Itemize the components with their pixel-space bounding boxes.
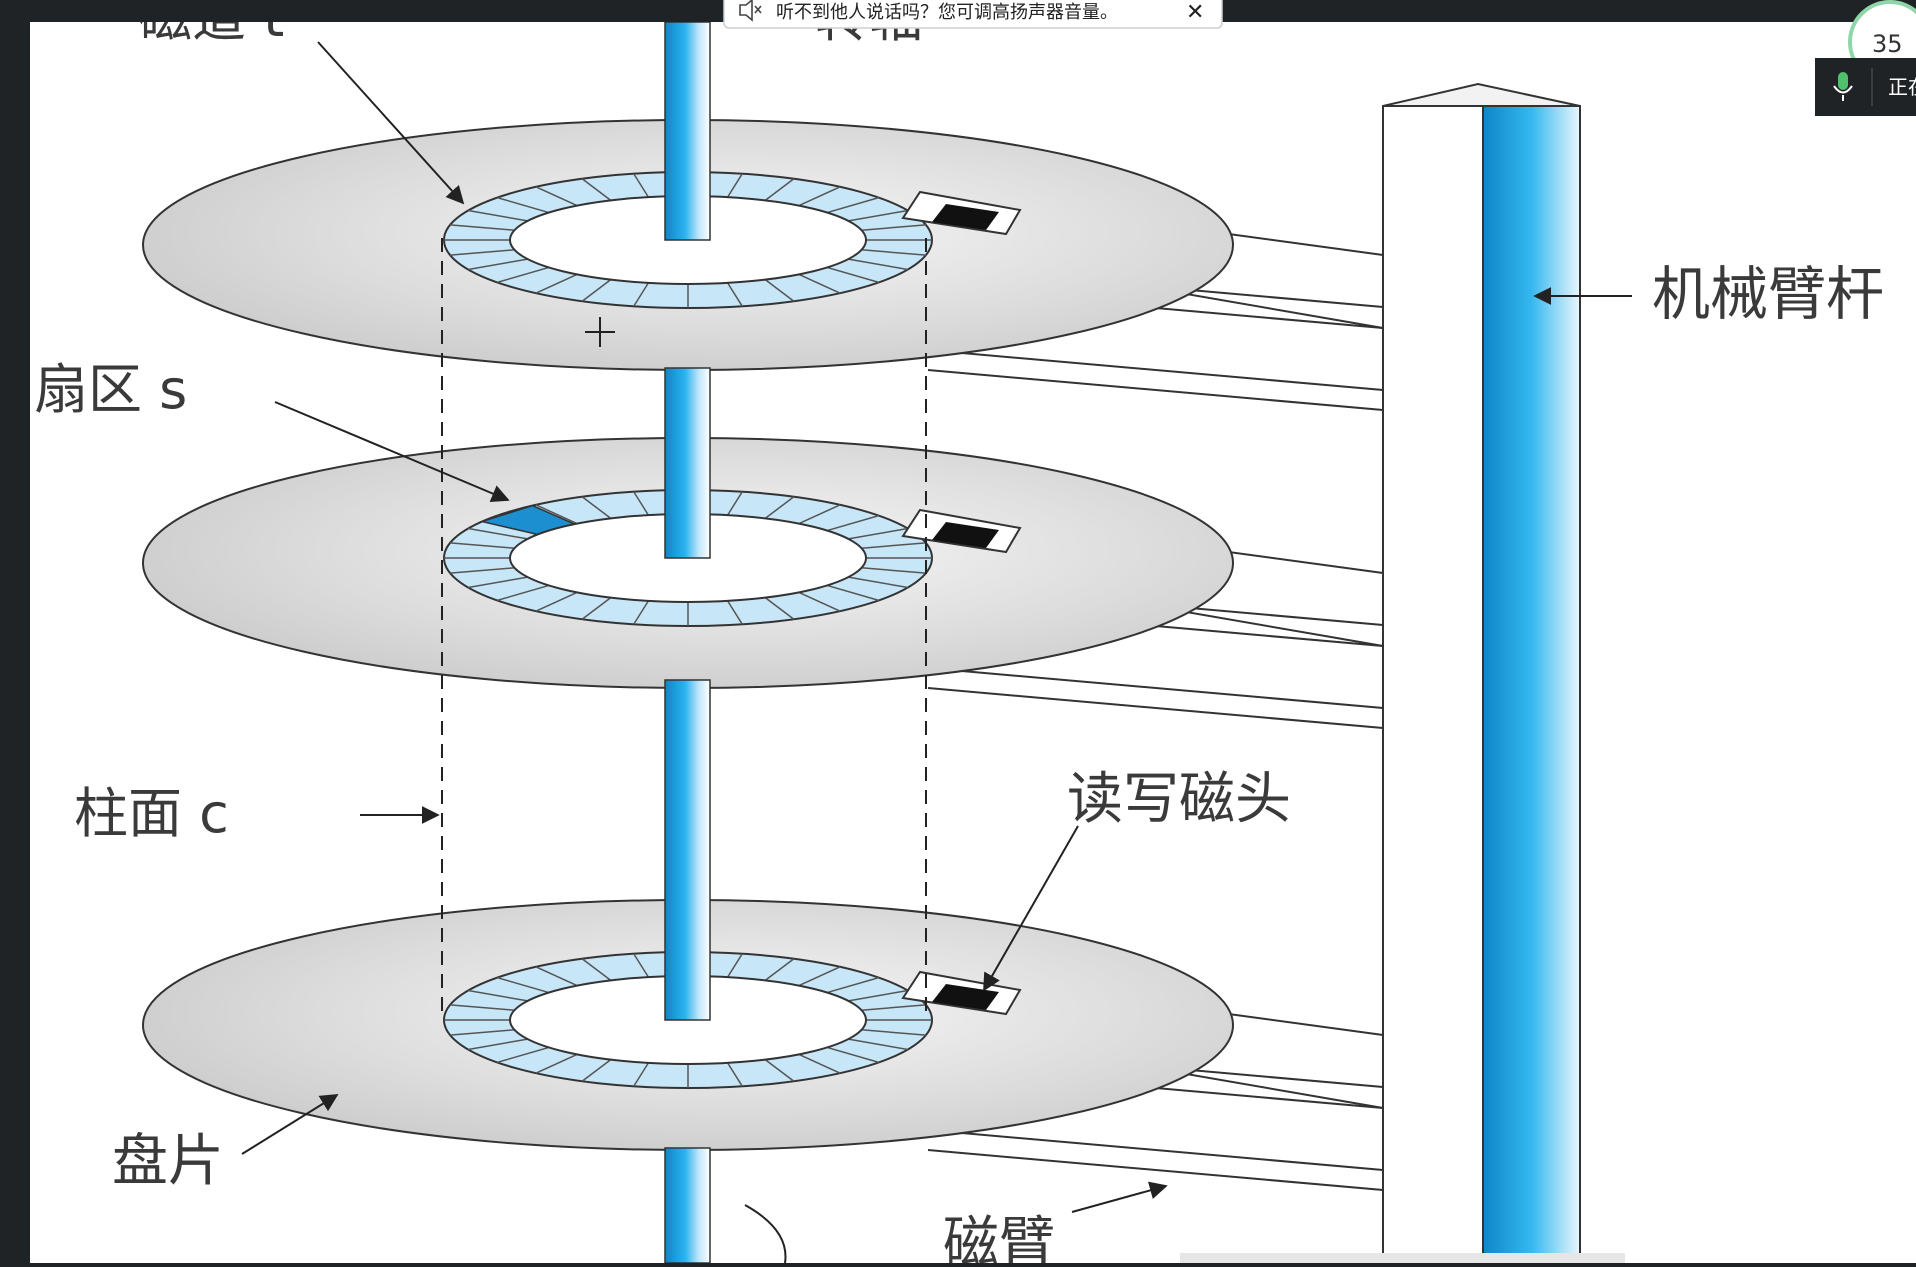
microphone-icon[interactable] (1833, 72, 1853, 101)
label-disk-arm: 磁臂 (943, 1211, 1055, 1263)
notification-text: 听不到他人说话吗？您可调高扬声器音量。 (776, 2, 1118, 23)
pointer-arrows (241, 41, 1632, 1264)
close-icon[interactable]: ✕ (1186, 0, 1204, 25)
label-sector: 扇区 s (34, 358, 187, 421)
timer-badge-text: 35 (1872, 30, 1903, 58)
read-write-head (901, 190, 1022, 236)
read-write-head (901, 970, 1022, 1016)
audio-notification-toast: 听不到他人说话吗？您可调高扬声器音量。 ✕ (723, 0, 1223, 29)
meeting-status-widget: 35 正在 (1815, 0, 1916, 116)
platter (142, 899, 1384, 1191)
cylinder-outline (441, 238, 927, 1015)
crosshair-cursor-icon (585, 317, 615, 347)
arm-assembly (1382, 82, 1581, 1264)
bottom-scrollbar[interactable] (1180, 1253, 1625, 1263)
read-write-head (901, 508, 1022, 554)
label-read-write-head: 读写磁头 (1067, 767, 1291, 832)
platter (142, 119, 1384, 411)
status-text: 正在 (1888, 75, 1916, 99)
label-arm-assembly: 机械臂杆 (1652, 260, 1884, 328)
label-platter: 盘片 (112, 1129, 224, 1194)
spindle (664, 21, 711, 1264)
label-cylinder: 柱面 c (74, 782, 229, 845)
left-gutter (0, 0, 30, 1263)
speaker-muted-icon (739, 0, 762, 22)
